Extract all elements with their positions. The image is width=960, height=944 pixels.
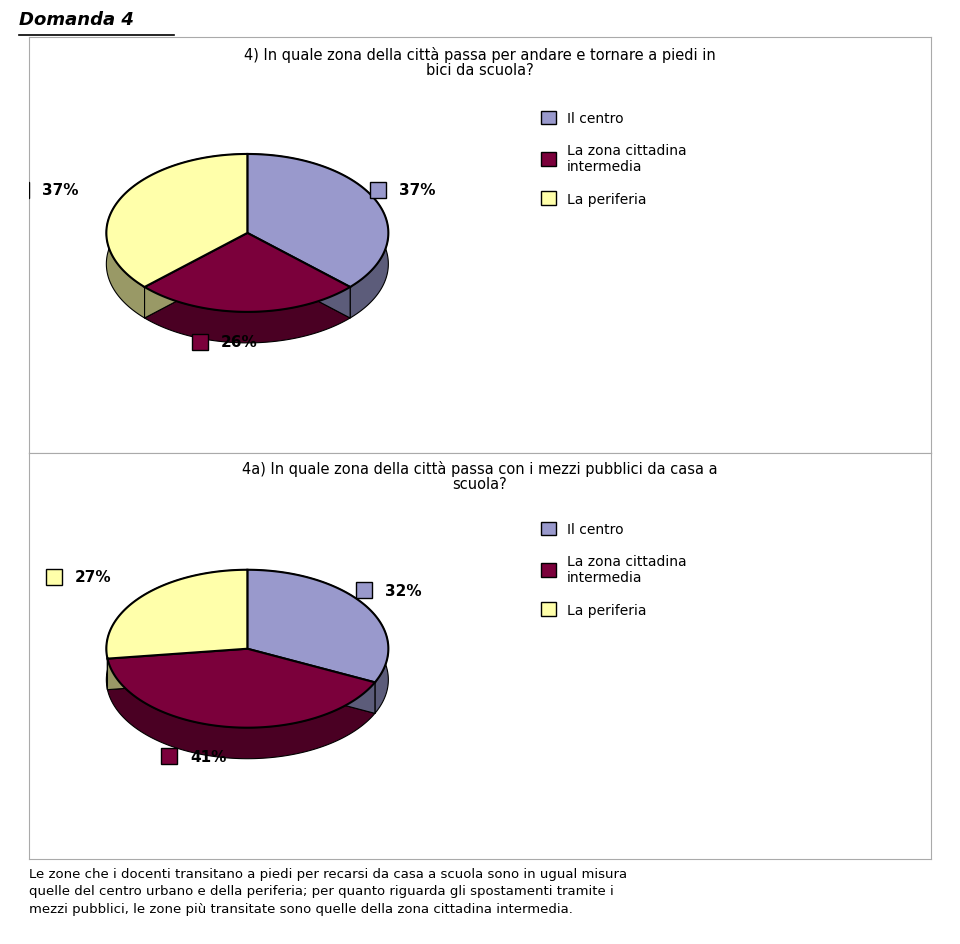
Text: mezzi pubblici, le zone più transitate sono quelle della zona cittadina intermed: mezzi pubblici, le zone più transitate s… — [29, 902, 573, 916]
Polygon shape — [107, 570, 248, 690]
Polygon shape — [248, 649, 375, 714]
Text: 37%: 37% — [42, 183, 79, 198]
Text: 4) In quale zona della città passa per andare e tornare a piedi in: 4) In quale zona della città passa per a… — [244, 47, 716, 63]
Text: scuola?: scuola? — [452, 477, 508, 492]
Text: bici da scuola?: bici da scuola? — [426, 63, 534, 78]
Polygon shape — [108, 659, 375, 759]
Text: 41%: 41% — [190, 749, 227, 764]
Polygon shape — [248, 155, 389, 288]
Text: 26%: 26% — [221, 335, 257, 350]
Text: Le zone che i docenti transitano a piedi per recarsi da casa a scuola sono in ug: Le zone che i docenti transitano a piedi… — [29, 867, 627, 880]
Polygon shape — [248, 234, 350, 319]
Polygon shape — [108, 649, 248, 690]
Polygon shape — [145, 288, 350, 344]
Bar — [46, 569, 61, 585]
Bar — [356, 582, 372, 598]
Polygon shape — [145, 234, 248, 319]
Text: 37%: 37% — [399, 183, 436, 198]
Polygon shape — [248, 649, 375, 714]
Text: quelle del centro urbano e della periferia; per quanto riguarda gli spostamenti : quelle del centro urbano e della perifer… — [29, 885, 613, 898]
Bar — [161, 749, 178, 765]
Polygon shape — [248, 570, 389, 683]
Text: Domanda 4: Domanda 4 — [19, 10, 133, 29]
Polygon shape — [108, 649, 248, 690]
Bar — [13, 182, 30, 198]
Polygon shape — [107, 570, 248, 659]
Polygon shape — [248, 234, 350, 319]
Bar — [192, 334, 208, 350]
Legend: Il centro, La zona cittadina
intermedia, La periferia: Il centro, La zona cittadina intermedia,… — [535, 106, 692, 212]
Bar — [371, 182, 387, 198]
Polygon shape — [145, 234, 248, 319]
Polygon shape — [145, 234, 350, 312]
Text: 32%: 32% — [385, 583, 421, 598]
Polygon shape — [248, 155, 389, 319]
Text: 27%: 27% — [75, 569, 111, 584]
Polygon shape — [107, 155, 248, 288]
Polygon shape — [108, 649, 375, 728]
Polygon shape — [248, 570, 389, 714]
Polygon shape — [107, 155, 248, 319]
Legend: Il centro, La zona cittadina
intermedia, La periferia: Il centro, La zona cittadina intermedia,… — [535, 516, 692, 623]
Text: 4a) In quale zona della città passa con i mezzi pubblici da casa a: 4a) In quale zona della città passa con … — [242, 461, 718, 477]
